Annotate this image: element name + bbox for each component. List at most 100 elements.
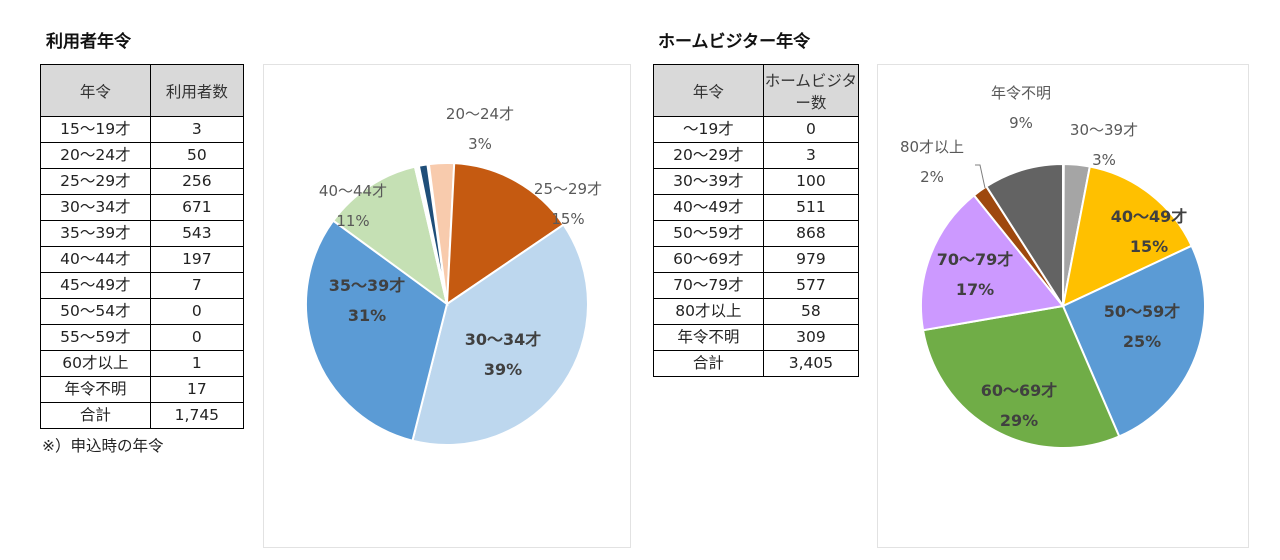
table-cell: 309: [762, 324, 860, 351]
pie-slice: [445, 162, 565, 306]
table-row: 合計 3,405: [653, 350, 860, 377]
slice-percent-label: 11%: [336, 212, 369, 230]
visitor-age-pie-chart: 30～39才 3% 40～49才 15% 50～59才 25% 60～69才 29% 70～79…: [900, 84, 1206, 449]
slice-label: 35～39才: [329, 276, 406, 295]
table-cell: 40～44才: [40, 246, 151, 273]
table-cell: ～19才: [653, 116, 764, 143]
table-row: 45～49才 7: [40, 272, 245, 299]
slice-percent-label: 39%: [484, 360, 522, 379]
table-cell: 979: [762, 246, 860, 273]
table-cell: 543: [149, 220, 245, 247]
table-cell: 0: [149, 298, 245, 325]
table-cell: 年令不明: [653, 324, 764, 351]
table-cell: 30～39才: [653, 168, 764, 195]
table-cell: 15～19才: [40, 116, 151, 143]
slice-label: 80才以上: [900, 138, 964, 156]
slice-label: 年令不明: [991, 84, 1051, 102]
table-row: 40～44才 197: [40, 246, 245, 273]
table-cell: 3: [762, 142, 860, 169]
table-row: 年令不明 309: [653, 324, 860, 351]
pie-slice: [411, 223, 589, 446]
pie-slices: [304, 161, 589, 446]
slice-label: 20～24才: [446, 105, 514, 123]
table-cell: 3,405: [762, 350, 860, 377]
user-age-pie-chart: 20～24才 3% 25～29才 15% 30～34才 39% 35～39才 31% 40～44…: [304, 105, 602, 446]
table-header: 年令: [653, 64, 764, 117]
table-header: ホームビジター数: [762, 64, 860, 117]
table-header: 利用者数: [149, 64, 245, 117]
table-row: 合計 1,745: [40, 402, 245, 429]
pie-slice: [417, 163, 448, 305]
table-cell: 50: [149, 142, 245, 169]
table-row: 25～29才 256: [40, 168, 245, 195]
table-cell: 17: [149, 376, 245, 403]
table-cell: 55～59才: [40, 324, 151, 351]
table-row: 30～34才 671: [40, 194, 245, 221]
table-cell: 30～34才: [40, 194, 151, 221]
table-cell: 50～59才: [653, 220, 764, 247]
table-cell: 合計: [40, 402, 151, 429]
table-row: 70～79才 577: [653, 272, 860, 299]
slice-percent-label: 2%: [920, 168, 944, 186]
table-header: 年令: [40, 64, 151, 117]
slice-label: 30～34才: [465, 330, 542, 349]
table-row: 60才以上 1: [40, 350, 245, 377]
right-pie-panel: 30～39才 3% 40～49才 15% 50～59才 25% 60～69才 29% 70～79…: [877, 64, 1249, 548]
pie-slice: [920, 193, 1065, 332]
pie-slice: [331, 165, 449, 307]
table-cell: 合計: [653, 350, 764, 377]
table-cell: 0: [762, 116, 860, 143]
table-row: 50～59才 868: [653, 220, 860, 247]
right-title: ホームビジター年令: [658, 32, 811, 52]
pie-slice: [984, 162, 1064, 310]
table-cell: 40～49才: [653, 194, 764, 221]
table-cell: 70～79才: [653, 272, 764, 299]
table-row: 60～69才 979: [653, 246, 860, 273]
table-cell: 年令不明: [40, 376, 151, 403]
slice-percent-label: 3%: [1092, 151, 1116, 169]
table-cell: 60才以上: [40, 350, 151, 377]
table-cell: 60～69才: [653, 246, 764, 273]
table-cell: 50～54才: [40, 298, 151, 325]
pie-slice: [921, 304, 1121, 449]
table-cell: 20～29才: [653, 142, 764, 169]
slice-percent-label: 15%: [1130, 237, 1168, 256]
table-row: 20～29才 3: [653, 142, 860, 169]
leader-line: [975, 164, 986, 189]
table-row: 55～59才 0: [40, 324, 245, 351]
table-cell: 577: [762, 272, 860, 299]
slice-label: 25～29才: [534, 180, 602, 198]
visitor-age-table: 年令 ホームビジター数 ～19才 0 20～29才 3 30～39才 100 40～49才 51…: [653, 64, 860, 377]
slice-label: 70～79才: [937, 250, 1014, 269]
table-cell: 1: [149, 350, 245, 377]
slice-label: 30～39才: [1070, 121, 1138, 139]
table-cell: 511: [762, 194, 860, 221]
table-cell: 0: [149, 324, 245, 351]
pie-slice: [304, 219, 449, 442]
pie-slice: [1061, 244, 1206, 438]
table-row: 50～54才 0: [40, 298, 245, 325]
pie-slices: [920, 162, 1206, 449]
footnote: ※）申込時の年令: [42, 437, 164, 455]
left-pie-panel: 20～24才 3% 25～29才 15% 30～34才 39% 35～39才 31% 40～44…: [263, 64, 631, 548]
table-row: ～19才 0: [653, 116, 860, 143]
table-cell: 100: [762, 168, 860, 195]
table-cell: 20～24才: [40, 142, 151, 169]
table-cell: 3: [149, 116, 245, 143]
slice-percent-label: 3%: [468, 135, 492, 153]
table-cell: 45～49才: [40, 272, 151, 299]
table-row: 30～39才 100: [653, 168, 860, 195]
table-row: 40～49才 511: [653, 194, 860, 221]
slice-percent-label: 29%: [1000, 411, 1038, 430]
table-row: 15～19才 3: [40, 116, 245, 143]
slice-percent-label: 9%: [1009, 114, 1033, 132]
slice-label: 40～49才: [1111, 207, 1188, 226]
table-cell: 197: [149, 246, 245, 273]
table-cell: 35～39才: [40, 220, 151, 247]
slice-label: 60～69才: [981, 381, 1058, 400]
slice-percent-label: 31%: [348, 306, 386, 325]
user-age-table: 年令 利用者数 15～19才 3 20～24才 50 25～29才 256 30～34才 671…: [40, 64, 245, 429]
table-cell: 80才以上: [653, 298, 764, 325]
table-row: 80才以上 58: [653, 298, 860, 325]
table-cell: 58: [762, 298, 860, 325]
